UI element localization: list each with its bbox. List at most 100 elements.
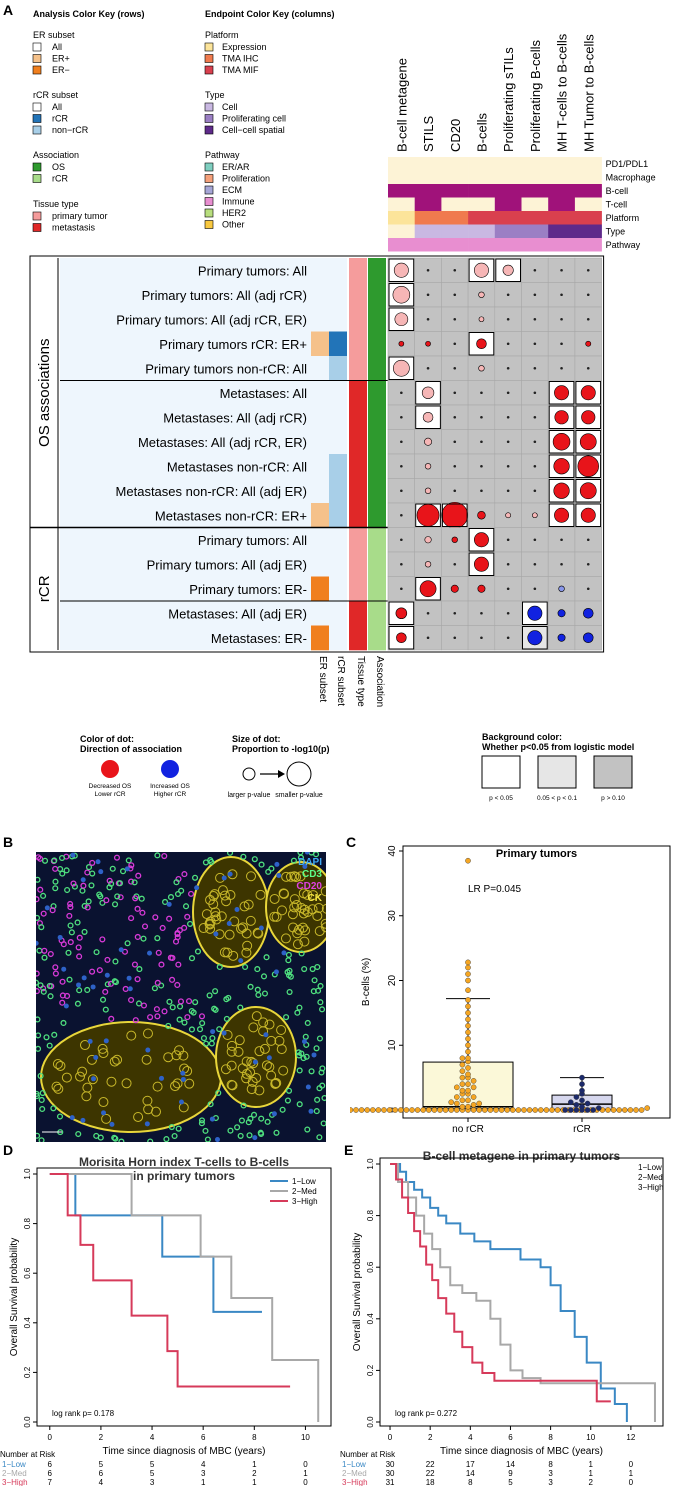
heatmap-dot [480, 464, 483, 468]
column-annotation-label: Macrophage [606, 173, 656, 183]
column-annotation-cell [388, 184, 415, 198]
analysis-key-label: rCR [52, 114, 68, 124]
dapi-nucleus [91, 1076, 97, 1082]
cd3-cell [136, 966, 143, 973]
data-point [465, 857, 471, 864]
heatmap-dot [421, 386, 435, 399]
data-point [549, 1107, 555, 1113]
risk-table-value: 0 [303, 1460, 308, 1469]
endpoint-key-label: Proliferation [222, 174, 270, 184]
cd3-cell [215, 1089, 222, 1096]
row-label-bg [60, 380, 311, 405]
row-annotation-cell [368, 601, 386, 626]
analysis-key-swatch [32, 54, 42, 63]
ck-cell [242, 940, 253, 951]
ck-cell [211, 914, 222, 925]
row-annotation-cell [349, 380, 367, 406]
row-label: Metastases non-rCR: ER+ [155, 508, 307, 523]
cd20-cell [103, 897, 110, 904]
cd20-cell [128, 862, 135, 869]
ck-cell [289, 902, 300, 913]
ck-cell [251, 1011, 262, 1022]
row-label-bg [60, 503, 311, 528]
cd3-cell [254, 986, 261, 993]
row-annotation-cell [329, 331, 347, 357]
x-tick-label: 0 [388, 1433, 393, 1442]
data-point [465, 1087, 471, 1094]
heatmap-dot [502, 264, 514, 276]
heatmap-dot [400, 513, 403, 517]
row-label: Metastases: All [220, 386, 308, 401]
row-annotation-cell [349, 503, 367, 528]
ck-cell [75, 1071, 86, 1082]
bottom-annotation-label: rCR subset [335, 656, 346, 706]
cd3-cell [51, 857, 58, 864]
ck-tumor-nest [265, 861, 326, 953]
ck-cell [246, 871, 257, 882]
cd3-cell [37, 982, 44, 989]
row-label: Primary tumors: All (adj rCR) [142, 288, 307, 303]
analysis-key-swatch [32, 174, 42, 183]
cd3-cell [175, 1125, 182, 1132]
ck-cell [233, 1046, 244, 1057]
cd20-cell [113, 854, 121, 861]
cd20-cell [70, 880, 77, 887]
data-point [465, 997, 471, 1003]
cd20-cell [99, 936, 106, 943]
cd3-cell [168, 1123, 175, 1131]
ck-cell [276, 1025, 287, 1036]
column-annotation-cell [494, 211, 522, 225]
row-label-bg [60, 454, 311, 479]
cd3-cell [188, 1026, 195, 1033]
column-annotation-cell [574, 170, 602, 184]
column-annotation-cell [521, 197, 549, 211]
cd20-cell [52, 964, 59, 971]
data-point [633, 1107, 639, 1113]
row-annotation-cell [349, 478, 367, 504]
risk-table-value: 0 [629, 1460, 634, 1469]
data-point [470, 1078, 477, 1084]
row-label-bg [60, 625, 311, 650]
column-annotation-cell [441, 157, 469, 171]
dapi-nucleus [118, 947, 124, 953]
significant-cell-frame [415, 503, 441, 527]
cd3-cell [302, 1033, 309, 1040]
risk-table-value: 3 [150, 1478, 155, 1486]
significant-cell-frame [388, 307, 415, 331]
cd3-cell [190, 1009, 197, 1016]
data-point [605, 1107, 611, 1113]
dapi-nucleus [95, 859, 101, 865]
dapi-nucleus [213, 931, 219, 937]
cd20-cell [184, 1014, 191, 1021]
heatmap-cell [494, 306, 522, 332]
legend-blue-label: Higher rCR [154, 791, 187, 798]
legend-label: 2−Med [292, 1187, 317, 1196]
column-annotation-cell [521, 170, 549, 184]
cd3-cell [109, 865, 116, 872]
data-point [470, 1084, 477, 1091]
row-label-bg [60, 282, 311, 307]
cd20-cell [140, 1002, 148, 1009]
dapi-nucleus [311, 1052, 317, 1058]
cd3-cell [203, 1040, 210, 1047]
annotation: LR P=0.045 [468, 884, 522, 895]
cd3-cell [258, 1115, 265, 1122]
ck-cell [253, 928, 264, 939]
cd3-cell [320, 1120, 326, 1127]
cd3-cell [199, 1020, 206, 1027]
heatmap-dot [533, 391, 537, 395]
column-annotation-cell [388, 170, 415, 184]
row-annotation-cell [329, 552, 347, 577]
dapi-nucleus [252, 1059, 258, 1065]
ck-cell [141, 1054, 152, 1065]
heatmap-dot [424, 536, 432, 544]
ck-cell [248, 1022, 259, 1033]
cd20-cell [37, 855, 44, 862]
heatmap-dot [506, 366, 510, 370]
y-tick-label: 0.0 [23, 1416, 32, 1428]
row-label: Primary tumors: ER- [189, 582, 307, 597]
heatmap-dot [426, 636, 430, 640]
column-annotation-cell [468, 197, 496, 211]
heatmap-dot [426, 611, 430, 615]
cd20-cell [128, 915, 135, 922]
